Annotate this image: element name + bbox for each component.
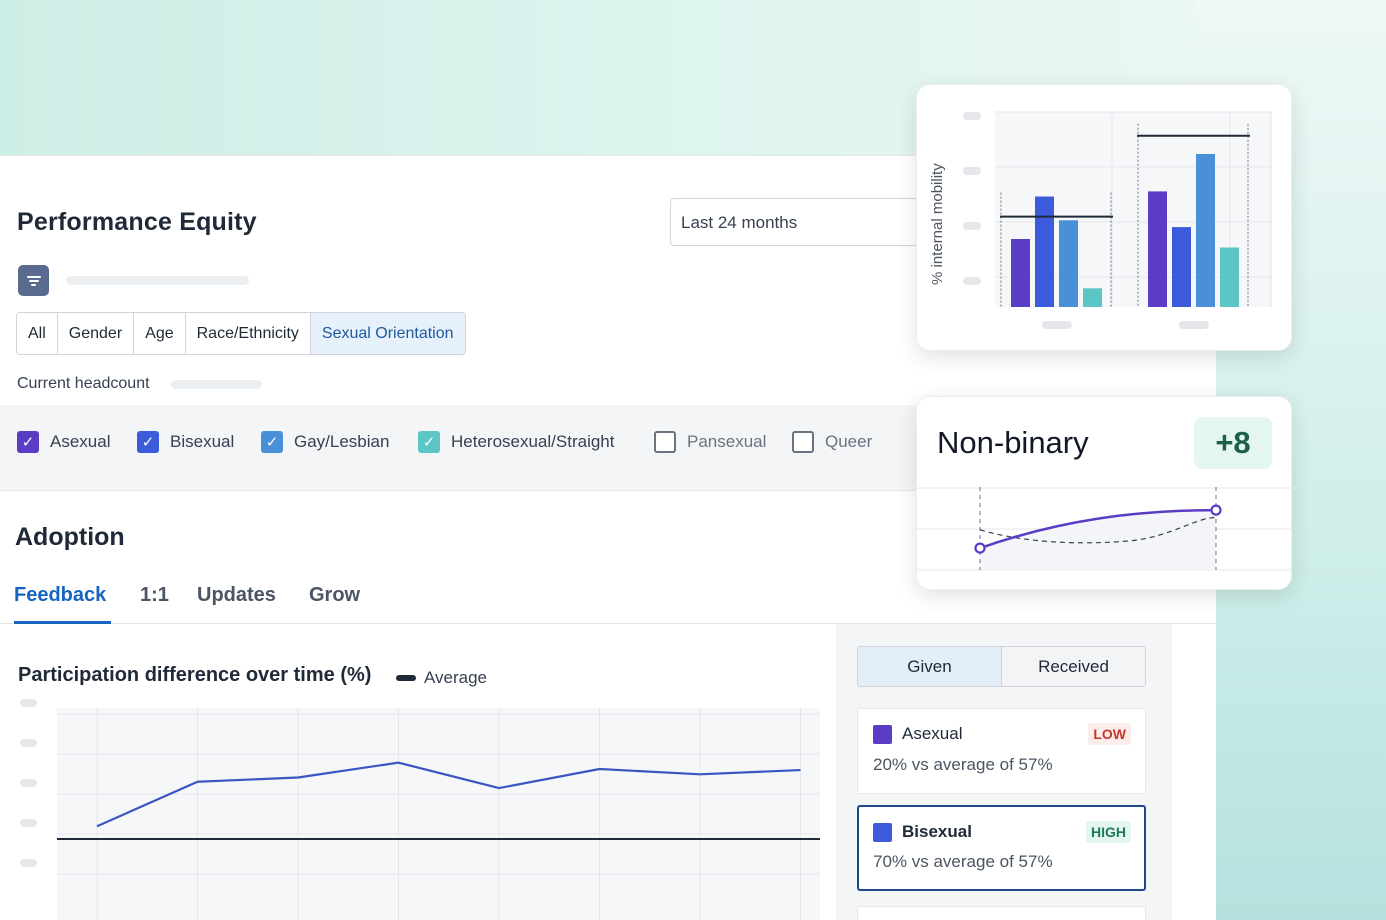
checkbox-label: Queer [825, 432, 873, 451]
y-tick-placeholder [963, 112, 981, 120]
nonbinary-card: Non-binary +8 [916, 396, 1293, 590]
legend-average-swatch [396, 675, 416, 681]
group-swatch [873, 725, 892, 744]
filter-icon [26, 274, 42, 288]
x-tick-placeholder [1179, 321, 1209, 329]
y-tick-placeholder [963, 167, 981, 175]
delta-badge: +8 [1194, 417, 1272, 469]
filter-button[interactable] [18, 265, 49, 296]
toggle-received[interactable]: Received [1038, 657, 1109, 676]
checkbox-gay-lesbian[interactable]: ✓ Gay/Lesbian [261, 431, 389, 453]
status-badge: LOW [1088, 723, 1131, 745]
headcount-label: Current headcount [17, 375, 150, 392]
check-icon: ✓ [418, 431, 440, 453]
group-comparison-column: Given Received Asexual LOW 20% vs averag… [836, 624, 1172, 920]
legend-average-label: Average [424, 668, 488, 687]
segment-age[interactable]: Age [134, 313, 186, 354]
checkbox-label: Pansexual [687, 432, 767, 451]
group-card-partial [857, 906, 1146, 920]
trend-line [979, 508, 1217, 550]
checkbox-queer[interactable]: Queer [792, 431, 872, 453]
bar [1148, 191, 1167, 307]
y-tick-placeholder [20, 819, 37, 827]
toggle-given[interactable]: Given [858, 647, 1002, 686]
participation-chart [20, 699, 820, 920]
checkbox-empty-icon [654, 431, 676, 453]
y-tick-placeholder [20, 699, 37, 707]
comparison-dashed-line [979, 516, 1217, 544]
checkbox-label: Asexual [50, 432, 111, 451]
segment-gender[interactable]: Gender [57, 313, 135, 354]
active-tab-indicator [14, 621, 111, 624]
given-received-toggle: Given Received [857, 646, 1146, 687]
participation-series-line [96, 761, 801, 828]
group-comparison: 20% vs average of 57% [873, 755, 1053, 774]
group-swatch [873, 823, 892, 842]
nonbinary-trend-chart [917, 487, 1293, 571]
tab-updates[interactable]: Updates [197, 584, 276, 606]
bar [1059, 220, 1078, 307]
bar [1035, 196, 1054, 307]
group-card-bisexual[interactable]: Bisexual HIGH 70% vs average of 57% [857, 805, 1146, 891]
nonbinary-title: Non-binary [937, 425, 1089, 460]
checkbox-empty-icon [792, 431, 814, 453]
group-name: Asexual [902, 724, 963, 743]
tab-feedback[interactable]: Feedback [14, 584, 107, 606]
bar [1011, 239, 1030, 307]
group-name: Bisexual [902, 822, 972, 841]
trend-point-end [1210, 504, 1222, 516]
adoption-title: Adoption [15, 523, 125, 551]
page-title: Performance Equity [17, 208, 257, 236]
segment-race-ethnicity[interactable]: Race/Ethnicity [185, 313, 311, 354]
y-tick-placeholder [963, 277, 981, 285]
segment-sexual-orientation[interactable]: Sexual Orientation [310, 313, 465, 354]
mobility-bar-chart [963, 111, 1272, 329]
checkbox-label: Bisexual [170, 432, 235, 451]
segment-all[interactable]: All [17, 313, 58, 354]
checkbox-heterosexual[interactable]: ✓ Heterosexual/Straight [418, 431, 614, 453]
checkbox-label: Gay/Lesbian [294, 432, 390, 451]
checkbox-bisexual[interactable]: ✓ Bisexual [137, 431, 234, 453]
participation-chart-section: Participation difference over time (%) A… [0, 624, 836, 920]
filter-placeholder [66, 276, 249, 285]
group-card-asexual[interactable]: Asexual LOW 20% vs average of 57% [857, 708, 1146, 794]
check-icon: ✓ [137, 431, 159, 453]
bar [1083, 288, 1102, 307]
tab-one-on-one[interactable]: 1:1 [140, 584, 169, 606]
bar [1220, 247, 1239, 307]
plot-area [57, 708, 820, 920]
y-tick-placeholder [20, 779, 37, 787]
bar [1172, 227, 1191, 307]
checkbox-pansexual[interactable]: Pansexual [654, 431, 766, 453]
chart-title: Participation difference over time (%) [18, 664, 372, 686]
checkbox-label: Heterosexual/Straight [451, 432, 615, 451]
dimension-segmented-control: All Gender Age Race/Ethnicity Sexual Ori… [16, 312, 466, 355]
mobility-chart-card: % internal mobility [916, 84, 1292, 351]
date-range-select[interactable]: Last 24 months [670, 198, 930, 246]
checkbox-asexual[interactable]: ✓ Asexual [17, 431, 110, 453]
y-tick-placeholder [20, 739, 37, 747]
adoption-tabs: Feedback 1:1 Updates Grow [0, 580, 1216, 624]
trend-point-start [974, 542, 986, 554]
headcount-placeholder [171, 380, 262, 389]
status-badge: HIGH [1086, 821, 1131, 843]
group-comparison: 70% vs average of 57% [873, 852, 1053, 871]
x-tick-placeholder [1042, 321, 1072, 329]
check-icon: ✓ [261, 431, 283, 453]
tab-grow[interactable]: Grow [309, 584, 361, 606]
check-icon: ✓ [17, 431, 39, 453]
y-tick-placeholder [20, 859, 37, 867]
bar [1196, 154, 1215, 307]
y-tick-placeholder [963, 222, 981, 230]
trend-area [980, 510, 1216, 570]
